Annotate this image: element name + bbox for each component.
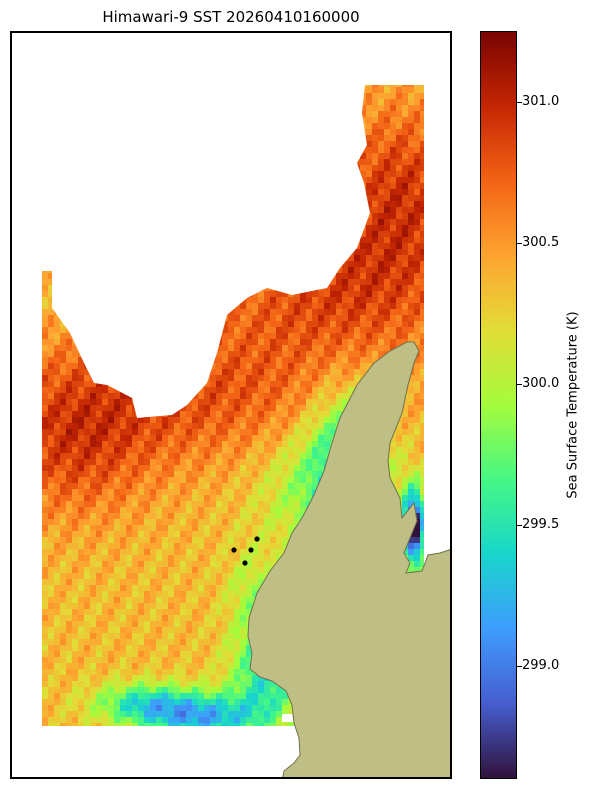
station-marker[interactable] [248,547,254,553]
colorbar-label: Sea Surface Temperature (K) [565,311,581,499]
sst-map[interactable] [12,33,452,779]
map-title: Himawari-9 SST 20260410160000 [102,8,360,26]
station-marker[interactable] [231,547,237,553]
colorbar-tick [517,666,522,668]
colorbar-tick [517,383,522,385]
colorbar-tick-label: 299.0 [522,658,560,674]
colorbar-tick-label: 301.0 [522,93,560,109]
colorbar-tick [517,101,522,103]
station-marker[interactable] [254,536,260,542]
colorbar [480,31,517,779]
colorbar-tick [517,242,522,244]
colorbar-tick-label: 300.5 [522,234,560,250]
colorbar-tick-label: 299.5 [522,516,560,532]
land-mass [247,341,450,777]
map-panel[interactable] [10,31,452,779]
station-marker[interactable] [242,560,248,566]
station-markers [231,536,260,566]
colorbar-tick-label: 300.0 [522,375,560,391]
colorbar-tick [517,524,522,526]
